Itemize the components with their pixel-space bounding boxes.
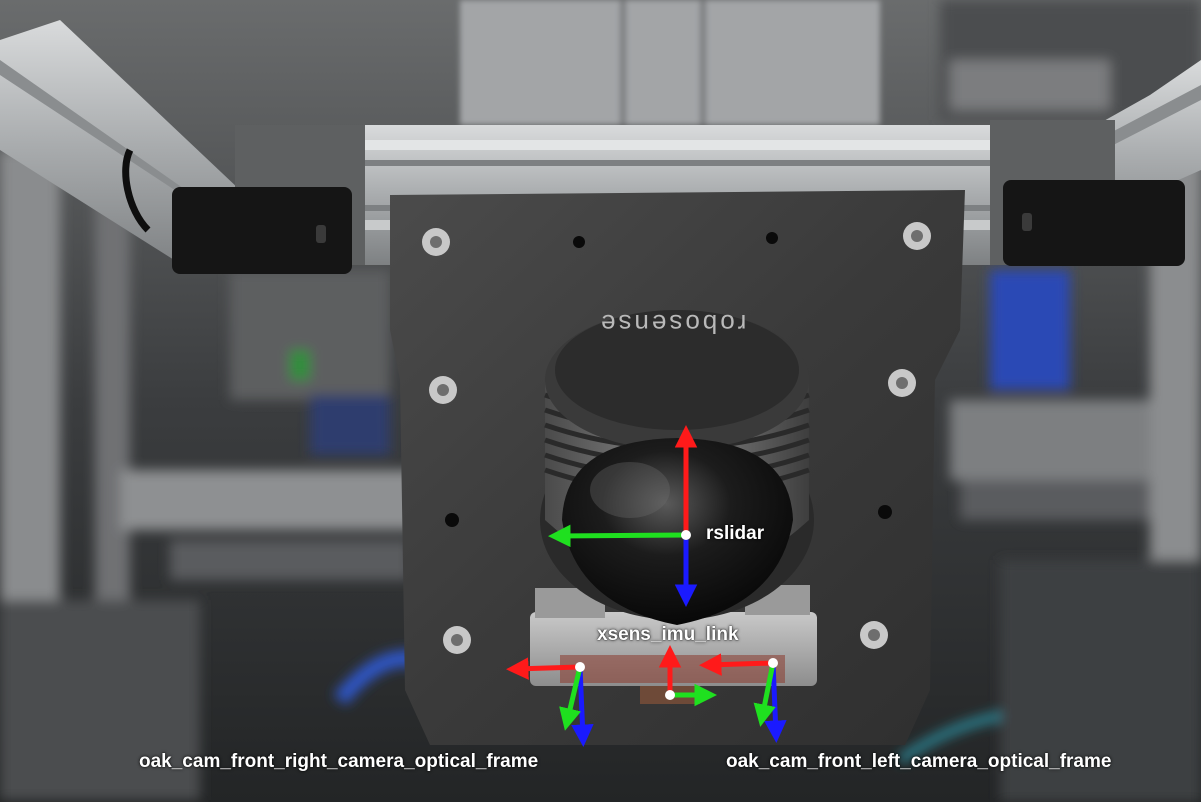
lidar-brand-text: robosense — [598, 309, 747, 339]
cam-right-y-axis — [559, 666, 583, 731]
rslidar-y-axis — [548, 524, 687, 548]
cam-right-z-axis — [571, 666, 594, 747]
cam-left-origin — [768, 658, 778, 668]
right-cap-slot — [1022, 213, 1032, 231]
lidar-sensor — [540, 310, 814, 625]
imu-frame-axes — [658, 645, 717, 707]
cam-right-label: oak_cam_front_right_camera_optical_frame — [139, 751, 539, 772]
rslidar-origin — [681, 530, 691, 540]
cam-left-label: oak_cam_front_left_camera_optical_frame — [726, 751, 1112, 772]
imu-label: xsens_imu_link — [597, 624, 739, 645]
cam-left-y-axis — [753, 662, 776, 727]
top-beam — [460, 0, 880, 125]
cam-left-x-axis — [699, 653, 774, 676]
imu-origin — [665, 690, 675, 700]
left-end-cap — [172, 187, 352, 274]
right-end-cap — [1003, 180, 1185, 266]
plate-screws — [422, 222, 931, 654]
cam-left-frame-axes — [699, 653, 787, 743]
rslidar-frame-axes — [548, 425, 698, 607]
cam-left-z-axis — [764, 662, 787, 743]
cam-right-frame-axes — [506, 657, 594, 747]
cam-right-origin — [575, 662, 585, 672]
rslidar-label: rslidar — [706, 523, 765, 544]
plate-holes — [445, 232, 892, 527]
cam-right-x-axis — [506, 657, 581, 680]
left-cap-slot — [316, 225, 326, 243]
